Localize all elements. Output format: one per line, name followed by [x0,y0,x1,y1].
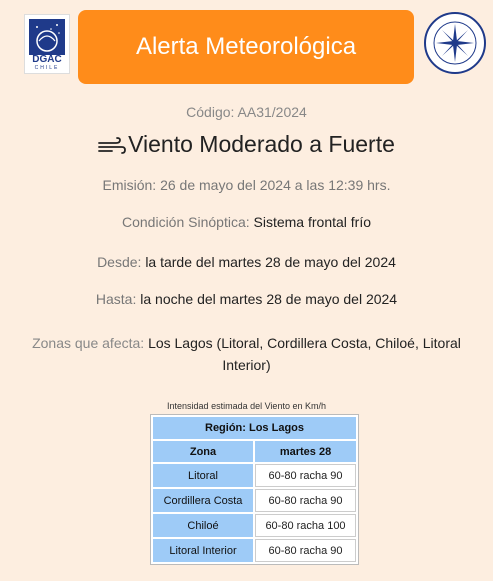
wind-icon [98,137,126,154]
page-title: Alerta Meteorológica [78,10,414,84]
alert-code: Código: AA31/2024 [0,104,493,120]
table-row: Chiloé 60-80 racha 100 [153,514,356,537]
emision-label: Emisión: [102,177,157,193]
alert-code-label: Código: [186,104,235,120]
table-caption: Intensidad estimada del Viento en Km/h [167,401,326,411]
table-cell-zona: Litoral [153,464,253,487]
table-row: Litoral Interior 60-80 racha 90 [153,539,356,562]
table-cell-zona: Cordillera Costa [153,489,253,512]
dgac-logo-subtext: CHILE [34,65,60,71]
header: DGAC CHILE Alerta Meteorológica [0,0,493,90]
wind-intensity-table: Región: Los Lagos Zona martes 28 Litoral… [150,414,359,565]
alert-sinoptica: Condición Sinóptica: Sistema frontal frí… [0,214,493,230]
zonas-label: Zonas que afecta: [32,335,145,351]
emision-value: 26 de mayo del 2024 a las 12:39 hrs. [160,177,391,193]
dgac-logo-text: DGAC [32,54,62,65]
alert-headline: Viento Moderado a Fuerte [0,131,493,158]
alert-emision: Emisión: 26 de mayo del 2024 a las 12:39… [0,177,493,193]
table-region-header: Región: Los Lagos [153,417,356,439]
alert-headline-text: Viento Moderado a Fuerte [128,131,395,157]
desde-value: la tarde del martes 28 de mayo del 2024 [145,254,396,270]
table-cell-valor: 60-80 racha 100 [255,514,356,537]
hasta-value: la noche del martes 28 de mayo del 2024 [140,291,398,307]
table-row: Litoral 60-80 racha 90 [153,464,356,487]
alert-hasta: Hasta: la noche del martes 28 de mayo de… [0,291,493,307]
alert-desde: Desde: la tarde del martes 28 de mayo de… [0,254,493,270]
table-cell-zona: Litoral Interior [153,539,253,562]
sinoptica-value: Sistema frontal frío [253,214,372,230]
sinoptica-label: Condición Sinóptica: [121,214,250,230]
table-col-zona: Zona [153,441,253,462]
table-cell-zona: Chiloé [153,514,253,537]
dgac-emblem-icon [29,19,65,55]
table-row: Cordillera Costa 60-80 racha 90 [153,489,356,512]
table-col-day: martes 28 [255,441,356,462]
table-cell-valor: 60-80 racha 90 [255,489,356,512]
dgac-logo: DGAC CHILE [24,14,70,74]
alert-code-value: AA31/2024 [237,104,307,120]
page-title-text: Alerta Meteorológica [135,33,357,60]
zonas-value: Los Lagos (Litoral, Cordillera Costa, Ch… [148,335,461,373]
meteochile-logo-icon [424,12,486,74]
hasta-label: Hasta: [95,291,137,307]
desde-label: Desde: [97,254,142,270]
alert-zonas: Zonas que afecta: Los Lagos (Litoral, Co… [18,332,475,376]
table-cell-valor: 60-80 racha 90 [255,464,356,487]
table-cell-valor: 60-80 racha 90 [255,539,356,562]
